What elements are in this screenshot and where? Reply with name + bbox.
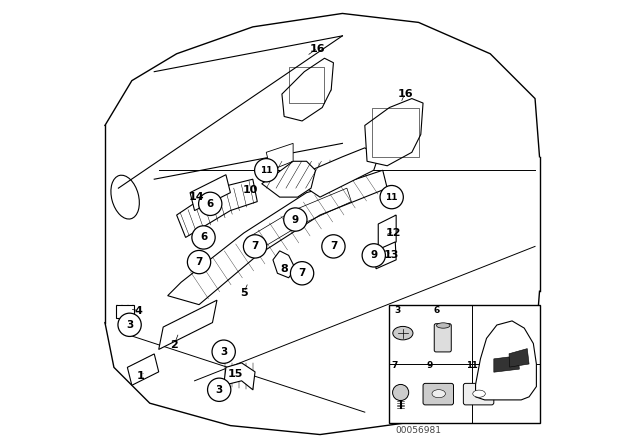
- Text: 3: 3: [394, 306, 400, 315]
- Text: 7: 7: [330, 241, 337, 251]
- Ellipse shape: [473, 390, 485, 397]
- Circle shape: [362, 244, 385, 267]
- Circle shape: [322, 235, 345, 258]
- Text: 9: 9: [426, 361, 433, 370]
- Polygon shape: [293, 148, 378, 197]
- Polygon shape: [168, 170, 387, 305]
- Text: 5: 5: [240, 289, 248, 298]
- Circle shape: [212, 340, 236, 363]
- Text: 6: 6: [433, 306, 440, 315]
- Polygon shape: [476, 321, 536, 400]
- Text: 00056981: 00056981: [396, 426, 442, 435]
- Circle shape: [243, 235, 267, 258]
- Text: 10: 10: [243, 185, 259, 195]
- Bar: [389, 305, 540, 423]
- Polygon shape: [116, 305, 134, 318]
- Polygon shape: [494, 356, 519, 372]
- Text: 1: 1: [137, 371, 145, 381]
- FancyBboxPatch shape: [435, 324, 451, 352]
- Polygon shape: [365, 99, 423, 166]
- Text: 12: 12: [386, 228, 402, 238]
- Circle shape: [207, 378, 231, 401]
- Text: 7: 7: [252, 241, 259, 251]
- Polygon shape: [190, 175, 230, 211]
- Text: 11: 11: [260, 166, 273, 175]
- Text: 9: 9: [292, 215, 299, 224]
- Circle shape: [118, 313, 141, 336]
- FancyBboxPatch shape: [423, 383, 454, 405]
- Circle shape: [198, 192, 222, 215]
- Polygon shape: [273, 251, 296, 278]
- Text: 9: 9: [370, 250, 378, 260]
- Polygon shape: [159, 300, 217, 349]
- Circle shape: [380, 185, 403, 209]
- Text: 6: 6: [207, 199, 214, 209]
- Text: 8: 8: [280, 264, 288, 274]
- Polygon shape: [127, 354, 159, 385]
- Polygon shape: [375, 242, 396, 269]
- Polygon shape: [262, 161, 316, 197]
- Text: 7: 7: [298, 268, 306, 278]
- Circle shape: [284, 208, 307, 231]
- Text: 3: 3: [126, 320, 133, 330]
- Polygon shape: [378, 215, 396, 251]
- Text: 11: 11: [385, 193, 398, 202]
- Circle shape: [392, 384, 409, 401]
- Text: 16: 16: [397, 89, 413, 99]
- Polygon shape: [266, 143, 293, 170]
- Ellipse shape: [436, 323, 450, 328]
- FancyBboxPatch shape: [463, 383, 494, 405]
- Text: 7: 7: [195, 257, 203, 267]
- Text: 14: 14: [189, 192, 205, 202]
- Text: 3: 3: [216, 385, 223, 395]
- Circle shape: [192, 226, 215, 249]
- Polygon shape: [224, 363, 255, 390]
- Polygon shape: [509, 349, 529, 367]
- Circle shape: [291, 262, 314, 285]
- Polygon shape: [177, 179, 257, 237]
- Text: 7: 7: [392, 361, 398, 370]
- Text: 2: 2: [170, 340, 179, 350]
- Polygon shape: [282, 58, 333, 121]
- Text: 13: 13: [384, 250, 399, 260]
- Circle shape: [255, 159, 278, 182]
- Text: 4: 4: [134, 306, 143, 316]
- Text: 16: 16: [310, 44, 326, 54]
- Text: 15: 15: [227, 369, 243, 379]
- Ellipse shape: [432, 390, 445, 398]
- Text: 3: 3: [220, 347, 227, 357]
- Text: 11: 11: [466, 361, 477, 370]
- Circle shape: [188, 250, 211, 274]
- Ellipse shape: [393, 327, 413, 340]
- Text: 6: 6: [200, 233, 207, 242]
